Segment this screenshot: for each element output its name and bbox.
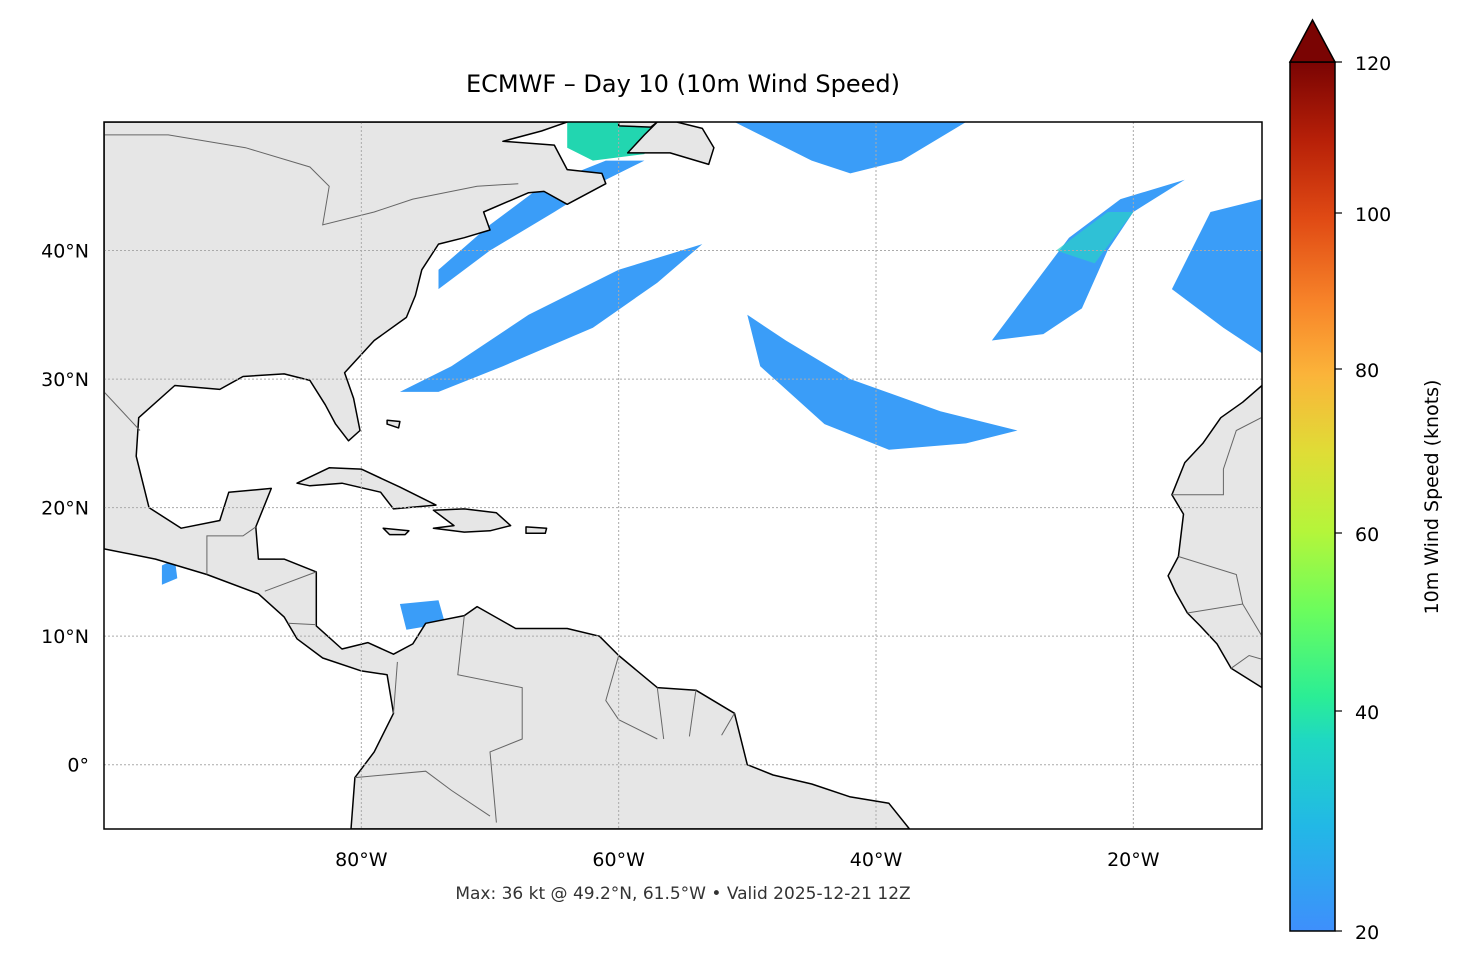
colorbar-extend-arrow bbox=[1288, 18, 1337, 63]
wind-area-subtropical-jet bbox=[399, 244, 703, 392]
colorbar: 20 40 60 80 100 120 bbox=[1288, 18, 1391, 944]
country-border bbox=[104, 134, 519, 226]
country-border bbox=[206, 526, 257, 575]
map-title: ECMWF – Day 10 (10m Wind Speed) bbox=[465, 70, 901, 98]
lon-tick-label: 80°W bbox=[335, 849, 388, 871]
lon-tick-label: 20°W bbox=[1107, 849, 1160, 871]
country-border bbox=[264, 571, 317, 592]
land-cuba bbox=[296, 467, 437, 510]
country-border bbox=[656, 687, 665, 740]
land-bahamas bbox=[386, 419, 401, 429]
lon-tick-label: 60°W bbox=[592, 849, 645, 871]
wind-area-far-east bbox=[1171, 199, 1262, 354]
country-border bbox=[605, 655, 658, 740]
country-border bbox=[393, 661, 398, 714]
colorbar-tick-label: 120 bbox=[1355, 53, 1391, 75]
wind-area-tehuantepec bbox=[161, 559, 178, 585]
colorbar-tick-label: 100 bbox=[1355, 204, 1391, 226]
map-area bbox=[104, 122, 1262, 829]
country-border bbox=[1171, 416, 1262, 496]
lat-tick-label: 0° bbox=[67, 755, 89, 777]
lat-tick-label: 20°N bbox=[41, 498, 89, 520]
lat-tick-label: 40°N bbox=[41, 241, 89, 263]
colorbar-tick-label: 60 bbox=[1355, 524, 1379, 546]
country-border bbox=[287, 622, 316, 626]
land-labrador bbox=[617, 122, 659, 128]
map-frame bbox=[103, 121, 1263, 830]
land-jamaica bbox=[382, 527, 410, 536]
country-border bbox=[1178, 556, 1244, 605]
land-africa bbox=[1167, 384, 1262, 689]
wind-area-north-central bbox=[734, 122, 967, 174]
colorbar-label: 10m Wind Speed (knots) bbox=[1421, 379, 1443, 615]
land-newfoundland bbox=[626, 122, 715, 166]
country-border bbox=[1187, 603, 1262, 637]
wind-core bbox=[1056, 212, 1134, 264]
country-border bbox=[354, 770, 491, 817]
country-border bbox=[104, 391, 141, 431]
colorbar-gradient bbox=[1289, 61, 1336, 932]
colorbar-tick-label: 80 bbox=[1355, 360, 1379, 382]
colorbar-tick-label: 20 bbox=[1355, 922, 1379, 944]
colorbar-tick-label: 40 bbox=[1355, 702, 1379, 724]
country-border bbox=[721, 713, 735, 736]
map-axes: 80°W 60°W 40°W 20°W 40°N 30°N 20°N 10°N 0° bbox=[41, 241, 1160, 871]
land-hispaniola bbox=[432, 508, 512, 533]
country-border bbox=[457, 615, 523, 823]
land-north-america-south-america bbox=[104, 122, 911, 829]
land-puerto-rico bbox=[525, 526, 548, 535]
lon-tick-label: 40°W bbox=[850, 849, 903, 871]
lat-tick-label: 30°N bbox=[41, 369, 89, 391]
lat-tick-label: 10°N bbox=[41, 626, 89, 648]
country-border bbox=[688, 690, 697, 737]
wind-area-trailing-band bbox=[747, 314, 1018, 450]
country-border bbox=[1230, 654, 1262, 669]
map-footer: Max: 36 kt @ 49.2°N, 61.5°W • Valid 2025… bbox=[455, 884, 911, 904]
